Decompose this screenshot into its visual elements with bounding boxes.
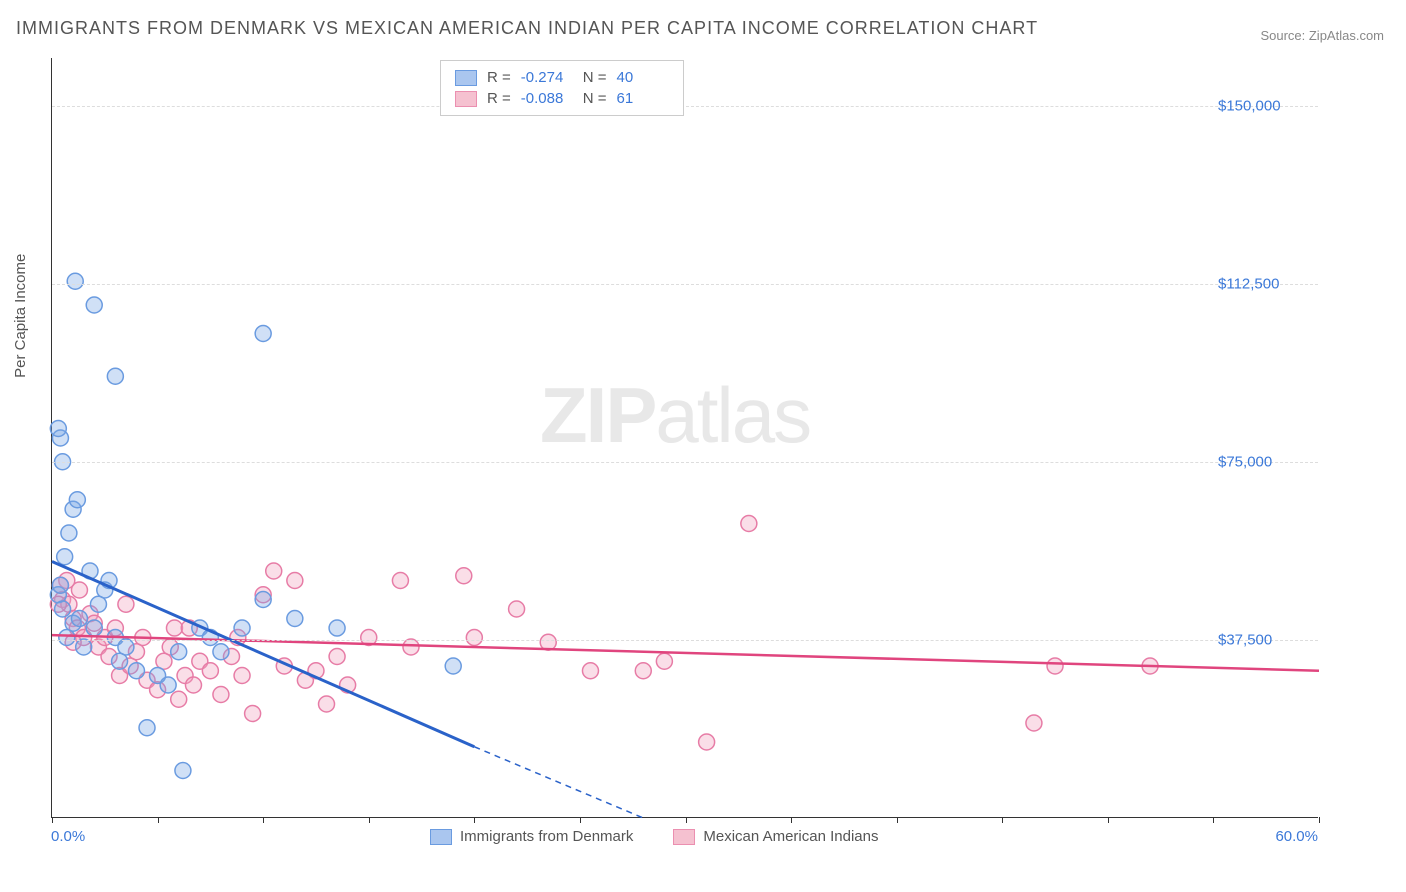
mexican-point <box>509 601 525 617</box>
denmark-point <box>61 525 77 541</box>
mexican-point <box>234 668 250 684</box>
denmark-point <box>175 763 191 779</box>
mexican-point <box>287 573 303 589</box>
r-value: -0.274 <box>521 69 573 86</box>
denmark-point <box>57 549 73 565</box>
plot-area: $37,500 $75,000 $112,500 $150,000 <box>51 58 1318 818</box>
denmark-point <box>52 577 68 593</box>
gridline <box>52 106 1318 107</box>
denmark-point <box>287 611 303 627</box>
denmark-point <box>128 663 144 679</box>
y-tick-label: $75,000 <box>1218 453 1308 470</box>
x-tick <box>369 817 370 823</box>
denmark-point <box>69 492 85 508</box>
trend-line-dashed <box>474 747 643 818</box>
mexican-point <box>266 563 282 579</box>
r-value: -0.088 <box>521 90 573 107</box>
mexican-point <box>466 630 482 646</box>
x-tick <box>52 817 53 823</box>
legend-series-item: Immigrants from Denmark <box>430 828 633 845</box>
legend-swatch <box>673 829 695 845</box>
legend-swatch <box>430 829 452 845</box>
mexican-point <box>656 653 672 669</box>
mexican-point <box>245 706 261 722</box>
r-label: R = <box>487 90 511 107</box>
legend-series-label: Immigrants from Denmark <box>460 828 633 845</box>
mexican-point <box>456 568 472 584</box>
source-attribution: Source: ZipAtlas.com <box>1260 28 1384 43</box>
gridline <box>52 284 1318 285</box>
legend-series: Immigrants from Denmark Mexican American … <box>430 828 878 845</box>
legend-swatch <box>455 70 477 86</box>
mexican-point <box>118 596 134 612</box>
denmark-point <box>107 368 123 384</box>
x-tick <box>1213 817 1214 823</box>
mexican-point <box>1026 715 1042 731</box>
x-tick <box>686 817 687 823</box>
denmark-point <box>329 620 345 636</box>
denmark-point <box>139 720 155 736</box>
legend-stats-row: R = -0.274 N = 40 <box>455 67 669 88</box>
mexican-point <box>202 663 218 679</box>
n-label: N = <box>583 90 607 107</box>
mexican-point <box>213 687 229 703</box>
denmark-point <box>71 611 87 627</box>
y-axis-label: Per Capita Income <box>12 254 29 378</box>
mexican-point <box>635 663 651 679</box>
n-value: 61 <box>617 90 669 107</box>
denmark-point <box>67 273 83 289</box>
gridline <box>52 462 1318 463</box>
denmark-point <box>255 592 271 608</box>
mexican-point <box>392 573 408 589</box>
mexican-point <box>319 696 335 712</box>
n-label: N = <box>583 69 607 86</box>
mexican-point <box>171 691 187 707</box>
mexican-point <box>699 734 715 750</box>
x-tick <box>158 817 159 823</box>
denmark-point <box>86 297 102 313</box>
denmark-point <box>160 677 176 693</box>
r-label: R = <box>487 69 511 86</box>
n-value: 40 <box>617 69 669 86</box>
legend-series-label: Mexican American Indians <box>703 828 878 845</box>
x-tick <box>474 817 475 823</box>
x-tick <box>897 817 898 823</box>
x-axis-max-label: 60.0% <box>1275 828 1318 845</box>
x-axis-min-label: 0.0% <box>51 828 85 845</box>
y-tick-label: $150,000 <box>1218 97 1308 114</box>
denmark-point <box>76 639 92 655</box>
legend-stats-row: R = -0.088 N = 61 <box>455 88 669 109</box>
mexican-point <box>185 677 201 693</box>
legend-series-item: Mexican American Indians <box>673 828 878 845</box>
x-tick <box>791 817 792 823</box>
denmark-point <box>234 620 250 636</box>
x-tick <box>1108 817 1109 823</box>
legend-swatch <box>455 91 477 107</box>
mexican-point <box>403 639 419 655</box>
chart-svg <box>52 58 1318 817</box>
legend-stats: R = -0.274 N = 40 R = -0.088 N = 61 <box>440 60 684 116</box>
denmark-point <box>50 421 66 437</box>
denmark-point <box>55 601 71 617</box>
x-tick <box>1002 817 1003 823</box>
denmark-point <box>86 620 102 636</box>
y-tick-label: $112,500 <box>1218 275 1308 292</box>
x-tick <box>263 817 264 823</box>
mexican-point <box>166 620 182 636</box>
gridline <box>52 640 1318 641</box>
denmark-point <box>118 639 134 655</box>
mexican-point <box>741 516 757 532</box>
chart-title: IMMIGRANTS FROM DENMARK VS MEXICAN AMERI… <box>16 18 1038 39</box>
mexican-point <box>1047 658 1063 674</box>
mexican-point <box>329 649 345 665</box>
denmark-point <box>171 644 187 660</box>
y-tick-label: $37,500 <box>1218 631 1308 648</box>
x-tick <box>580 817 581 823</box>
x-tick <box>1319 817 1320 823</box>
mexican-point <box>582 663 598 679</box>
denmark-point <box>445 658 461 674</box>
denmark-point <box>255 326 271 342</box>
denmark-point <box>213 644 229 660</box>
